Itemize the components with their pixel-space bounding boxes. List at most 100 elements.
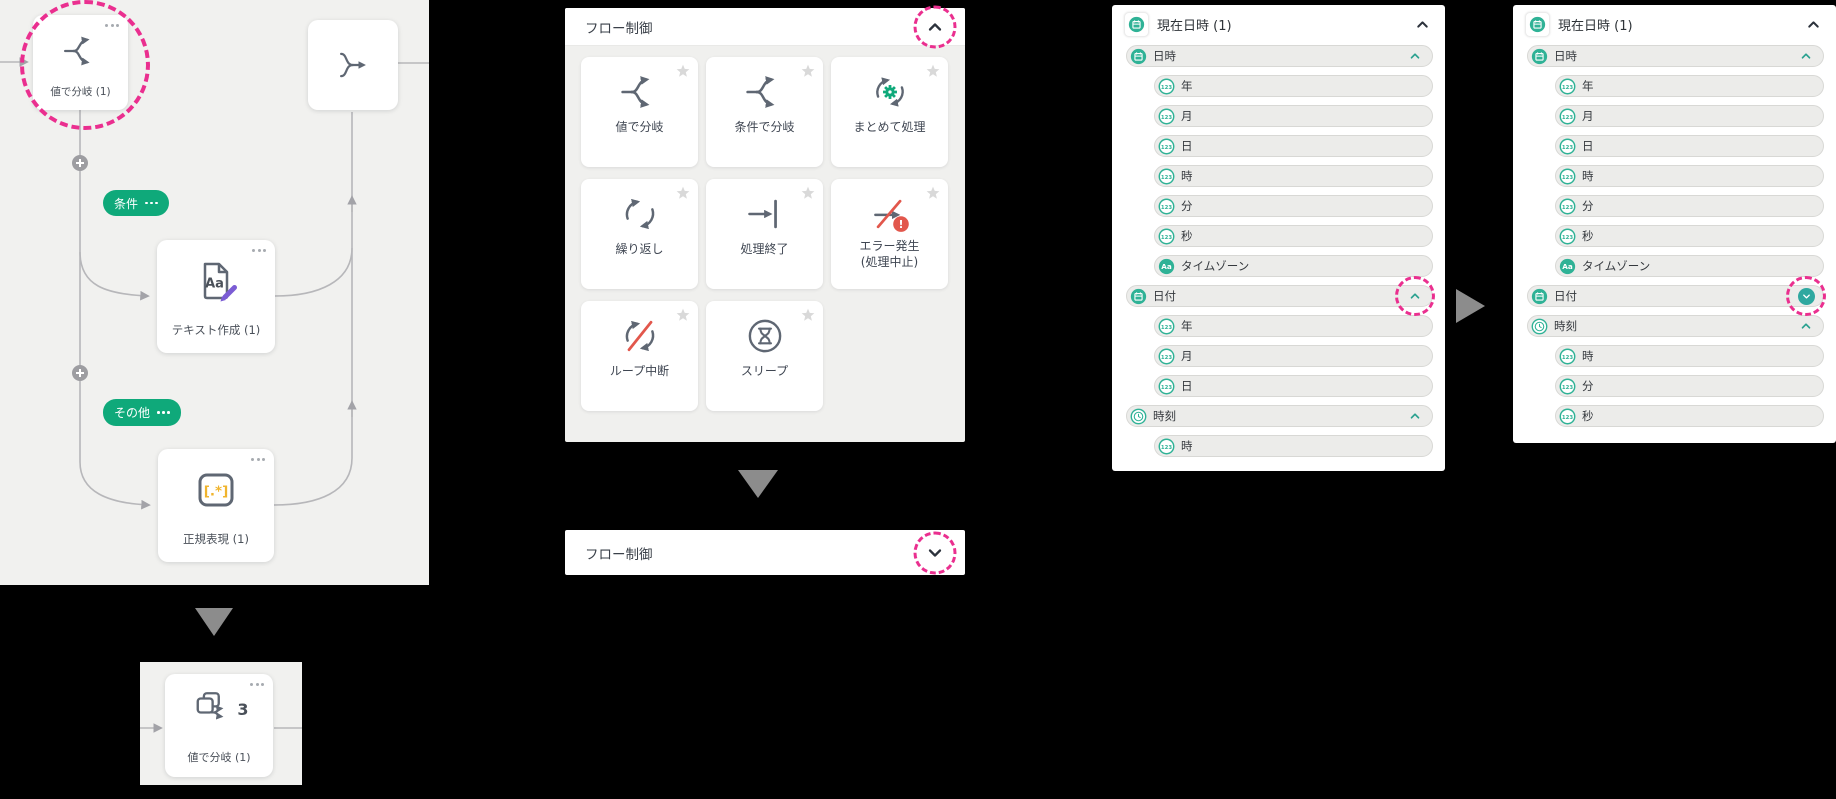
number-badge-icon xyxy=(1559,138,1576,155)
variable-row-second[interactable]: 秒 xyxy=(1555,405,1824,427)
tool-sleep[interactable]: スリープ xyxy=(706,301,823,411)
variables-panel-right: 現在日時 (1) 日時 年 月 日 時 分 秒 タイムゾーン 日付 時刻 時 分… xyxy=(1513,5,1836,443)
branch-badge-other[interactable]: その他 xyxy=(103,399,181,426)
panel-title: 現在日時 (1) xyxy=(1157,18,1232,34)
variable-row-day[interactable]: 日 xyxy=(1154,375,1433,397)
variable-row-month[interactable]: 月 xyxy=(1154,345,1433,367)
variable-row-datetime[interactable]: 日時 xyxy=(1527,45,1824,67)
star-icon[interactable] xyxy=(925,185,941,201)
variable-row-timezone[interactable]: タイムゾーン xyxy=(1154,255,1433,277)
variable-row-hour[interactable]: 時 xyxy=(1154,435,1433,457)
tool-batch-process[interactable]: まとめて処理 xyxy=(831,57,948,167)
variable-row-time[interactable]: 時刻 xyxy=(1126,405,1433,427)
chevron-up-icon[interactable] xyxy=(1395,276,1435,316)
collapse-button[interactable] xyxy=(913,5,957,48)
tool-repeat[interactable]: 繰り返し xyxy=(581,179,698,289)
current-datetime-app-icon xyxy=(1124,11,1149,37)
chevron-up-icon[interactable] xyxy=(1405,406,1425,426)
chevron-down-filled-icon[interactable] xyxy=(1786,276,1826,316)
variable-row-second[interactable]: 秒 xyxy=(1555,225,1824,247)
add-step-button[interactable] xyxy=(72,365,88,381)
variable-row-day[interactable]: 日 xyxy=(1555,135,1824,157)
number-badge-icon xyxy=(1559,378,1576,395)
variable-label: 日付 xyxy=(1554,289,1577,303)
tool-label: エラー発生 xyxy=(859,239,920,253)
current-datetime-app-icon xyxy=(1525,11,1550,37)
star-icon[interactable] xyxy=(675,63,691,79)
node-merge[interactable] xyxy=(308,20,398,110)
star-icon[interactable] xyxy=(800,63,816,79)
branch-badge-condition[interactable]: 条件 xyxy=(103,190,169,216)
variable-row-month[interactable]: 月 xyxy=(1154,105,1433,127)
tool-grid: 値で分岐 条件で分岐 まとめて処理 繰り返し 処理終了 xyxy=(565,46,965,422)
tool-label: 値で分岐 xyxy=(615,120,664,134)
variable-label: 時 xyxy=(1582,349,1594,363)
more-menu-icon[interactable] xyxy=(157,411,170,414)
variable-label: 時刻 xyxy=(1554,319,1577,333)
variable-row-month[interactable]: 月 xyxy=(1555,105,1824,127)
star-icon[interactable] xyxy=(800,185,816,201)
variable-row-minute[interactable]: 分 xyxy=(1154,195,1433,217)
sleep-icon xyxy=(743,314,787,358)
variable-label: 日時 xyxy=(1153,49,1176,63)
expand-button[interactable] xyxy=(913,531,957,574)
node-label: 値で分岐 (1) xyxy=(50,86,111,98)
node-text-create[interactable]: テキスト作成 (1) xyxy=(157,240,275,353)
star-icon[interactable] xyxy=(675,307,691,323)
tool-branch-by-condition[interactable]: 条件で分岐 xyxy=(706,57,823,167)
more-menu-icon[interactable] xyxy=(250,683,264,686)
variable-row-year[interactable]: 年 xyxy=(1555,75,1824,97)
add-step-button[interactable] xyxy=(72,155,88,171)
chevron-up-icon[interactable] xyxy=(1796,46,1816,66)
tool-label: スリープ xyxy=(740,364,789,378)
variable-row-date[interactable]: 日付 xyxy=(1126,276,1435,316)
star-icon[interactable] xyxy=(800,307,816,323)
variable-row-year[interactable]: 年 xyxy=(1154,75,1433,97)
number-badge-icon xyxy=(1158,168,1175,185)
batch-process-icon xyxy=(868,70,912,114)
variable-row-hour[interactable]: 時 xyxy=(1555,165,1824,187)
variable-row-timezone[interactable]: タイムゾーン xyxy=(1555,255,1824,277)
text-badge-icon xyxy=(1559,258,1576,275)
chevron-up-icon[interactable] xyxy=(1796,316,1816,336)
variable-label: 時 xyxy=(1181,169,1193,183)
badge-label: 条件 xyxy=(114,196,139,211)
node-regex[interactable]: 正規表現 (1) xyxy=(158,449,274,562)
calendar-badge-icon xyxy=(1531,288,1548,305)
number-badge-icon xyxy=(1559,408,1576,425)
variable-label: 時刻 xyxy=(1153,409,1176,423)
more-menu-icon[interactable] xyxy=(145,201,158,205)
variable-label: 時 xyxy=(1181,439,1193,453)
variable-row-time[interactable]: 時刻 xyxy=(1527,315,1824,337)
collapse-button[interactable] xyxy=(1802,13,1824,35)
variable-rows: 日時 年 月 日 時 分 秒 タイムゾーン 日付 年 月 日 時刻 時 xyxy=(1112,43,1445,457)
tool-branch-by-value[interactable]: 値で分岐 xyxy=(581,57,698,167)
variable-row-year[interactable]: 年 xyxy=(1154,315,1433,337)
variable-label: 分 xyxy=(1582,379,1594,393)
tool-label: 繰り返し xyxy=(615,242,664,256)
node-branch-by-value[interactable]: 値で分岐 (1) xyxy=(33,15,128,110)
variable-row-hour[interactable]: 時 xyxy=(1555,345,1824,367)
variables-panel-left: 現在日時 (1) 日時 年 月 日 時 分 秒 タイムゾーン 日付 年 月 日 … xyxy=(1112,5,1445,471)
star-icon[interactable] xyxy=(925,63,941,79)
star-icon[interactable] xyxy=(675,185,691,201)
tool-loop-break[interactable]: ループ中断 xyxy=(581,301,698,411)
variable-row-date[interactable]: 日付 xyxy=(1527,276,1826,316)
variable-row-minute[interactable]: 分 xyxy=(1555,375,1824,397)
more-menu-icon[interactable] xyxy=(252,249,266,252)
variable-row-second[interactable]: 秒 xyxy=(1154,225,1433,247)
node-branch-by-value-grouped[interactable]: 3 値で分岐 (1) xyxy=(165,674,273,777)
collapse-button[interactable] xyxy=(1411,13,1433,35)
more-menu-icon[interactable] xyxy=(105,24,119,27)
chevron-up-icon[interactable] xyxy=(1405,46,1425,66)
tool-error-abort[interactable]: エラー発生 (処理中止) xyxy=(831,179,948,289)
variable-row-datetime[interactable]: 日時 xyxy=(1126,45,1433,67)
number-badge-icon xyxy=(1158,348,1175,365)
tool-end-process[interactable]: 処理終了 xyxy=(706,179,823,289)
number-badge-icon xyxy=(1559,108,1576,125)
variable-row-hour[interactable]: 時 xyxy=(1154,165,1433,187)
more-menu-icon[interactable] xyxy=(251,458,265,461)
calendar-badge-icon xyxy=(1531,48,1548,65)
variable-row-day[interactable]: 日 xyxy=(1154,135,1433,157)
variable-row-minute[interactable]: 分 xyxy=(1555,195,1824,217)
